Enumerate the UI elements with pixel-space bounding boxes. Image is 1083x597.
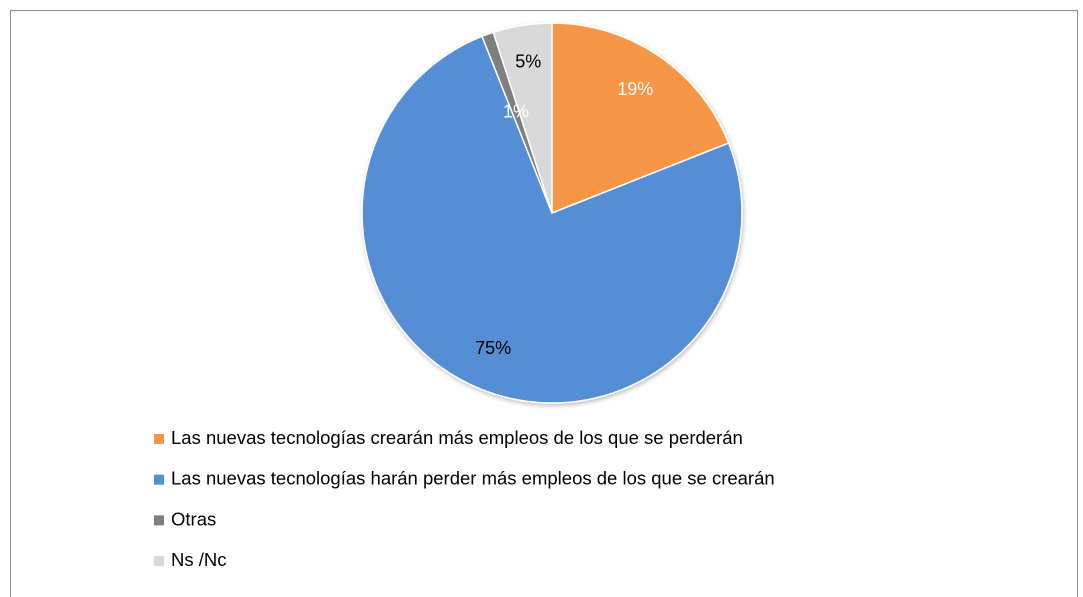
- legend-label: Ns /Nc: [171, 549, 227, 570]
- pie-slice: [361, 35, 743, 404]
- legend-label: Otras: [171, 508, 216, 529]
- legend-label: Las nuevas tecnologías harán perder más …: [171, 468, 775, 489]
- data-label: 75%: [475, 338, 511, 358]
- legend-label: Las nuevas tecnologías crearán más emple…: [171, 427, 743, 448]
- pie-slice: [551, 22, 730, 215]
- legend-swatch: [154, 515, 164, 526]
- pie: [361, 22, 743, 404]
- legend-swatch: [154, 434, 164, 444]
- data-label: 19%: [617, 79, 653, 99]
- legend-swatch: [154, 556, 164, 567]
- data-label: 5%: [515, 52, 541, 72]
- pie-slice: [492, 22, 553, 214]
- data-label: 1%: [503, 102, 529, 122]
- legend-swatch: [154, 474, 164, 485]
